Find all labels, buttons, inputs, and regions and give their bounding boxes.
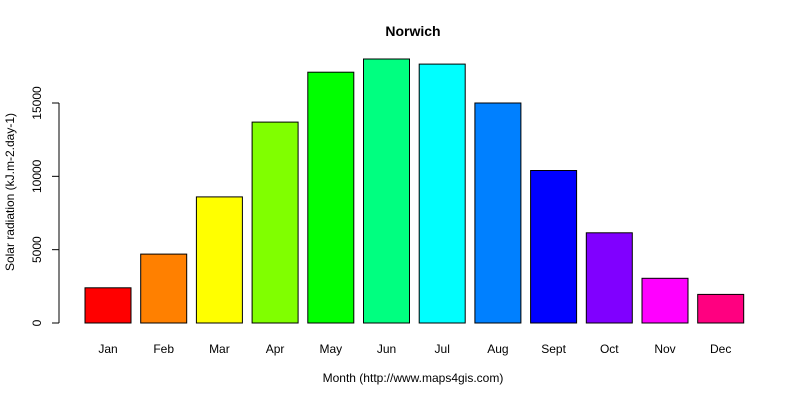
x-axis-label: Month (http://www.maps4gis.com) xyxy=(323,371,504,385)
x-tick-label: Sept xyxy=(541,342,566,356)
x-tick-label: Feb xyxy=(153,342,174,356)
bar-mar xyxy=(195,196,243,324)
y-axis-label: Solar radiation (kJ.m-2.day-1) xyxy=(3,113,17,271)
bar-nov xyxy=(641,277,689,324)
bar-dec xyxy=(697,293,745,324)
y-tick-label: 15000 xyxy=(30,86,44,120)
x-tick-label: Aug xyxy=(487,342,508,356)
bar-jul xyxy=(418,63,466,324)
bar-jun xyxy=(363,58,410,324)
x-tick-label: May xyxy=(319,342,342,356)
x-tick-label: Apr xyxy=(266,342,285,356)
y-tick-label: 5000 xyxy=(30,236,44,263)
x-tick-label: Mar xyxy=(209,342,230,356)
y-axis: 0 5000 10000 15000 xyxy=(30,86,60,326)
x-tick-labels: Jan Feb Mar Apr May Jun Jul Aug Sept Oct Nov Dec xyxy=(98,342,731,356)
chart-title: Norwich xyxy=(385,23,440,39)
bar-apr xyxy=(251,121,299,324)
x-tick-label: Jun xyxy=(377,342,396,356)
x-tick-label: Dec xyxy=(710,342,731,356)
bar-sept xyxy=(530,170,578,324)
bar-jan xyxy=(84,287,132,324)
x-tick-label: Nov xyxy=(654,342,675,356)
bars-group xyxy=(84,58,745,324)
x-tick-label: Jan xyxy=(98,342,117,356)
bar-may xyxy=(307,71,355,324)
bar-aug xyxy=(474,102,522,324)
x-tick-label: Oct xyxy=(600,342,619,356)
y-tick-label: 10000 xyxy=(30,159,44,193)
bar-feb xyxy=(140,253,188,324)
y-tick-label: 0 xyxy=(30,319,44,326)
x-tick-label: Jul xyxy=(435,342,450,356)
bar-oct xyxy=(585,232,633,324)
